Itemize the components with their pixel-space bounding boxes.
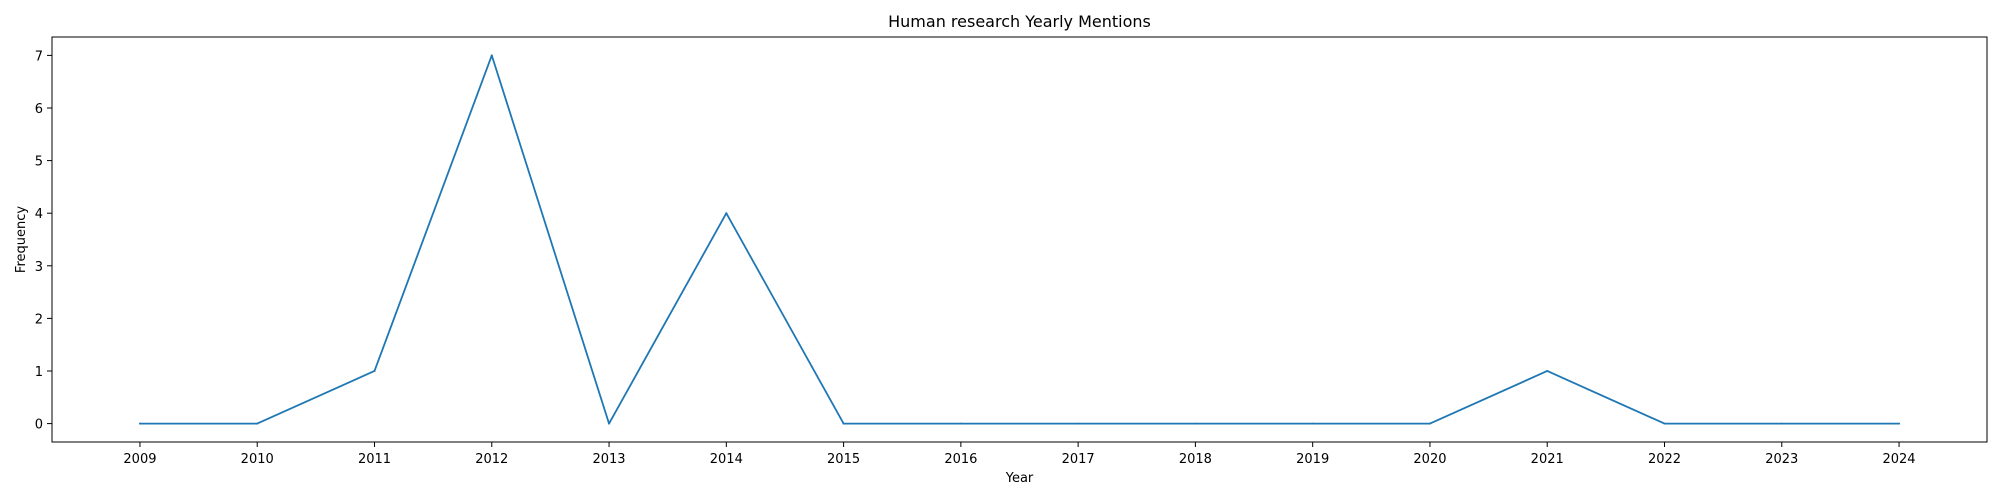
data-point	[1546, 369, 1549, 372]
y-tick-label: 2	[35, 312, 43, 327]
y-tick-label: 1	[35, 365, 43, 380]
x-tick-label: 2011	[358, 452, 391, 467]
data-point	[1194, 422, 1197, 425]
x-tick-label: 2012	[475, 452, 508, 467]
y-tick-label: 3	[35, 260, 43, 275]
x-tick-label: 2021	[1531, 452, 1564, 467]
x-tick-label: 2018	[1179, 452, 1212, 467]
y-tick-label: 5	[35, 155, 43, 170]
x-tick-label: 2023	[1765, 452, 1798, 467]
y-axis-ticks: 0 1 2 3 4 5 6 7	[35, 49, 52, 433]
x-tick-label: 2019	[1296, 452, 1329, 467]
x-tick-label: 2009	[123, 452, 156, 467]
x-tick-label: 2017	[1062, 452, 1095, 467]
x-tick-label: 2010	[241, 452, 274, 467]
y-axis-title: Frequency	[14, 206, 29, 273]
data-point	[373, 369, 376, 372]
data-point	[1428, 422, 1431, 425]
y-tick-label: 0	[35, 418, 43, 433]
data-point	[608, 422, 611, 425]
y-tick-label: 4	[35, 207, 43, 222]
x-tick-label: 2020	[1413, 452, 1446, 467]
data-point	[725, 212, 728, 215]
data-point	[842, 422, 845, 425]
chart-title: Human research Yearly Mentions	[888, 12, 1151, 31]
x-tick-label: 2022	[1648, 452, 1681, 467]
data-point	[256, 422, 259, 425]
y-tick-label: 7	[35, 49, 43, 64]
x-tick-label: 2015	[827, 452, 860, 467]
data-point	[1780, 422, 1783, 425]
data-point	[1898, 422, 1901, 425]
x-tick-label: 2016	[944, 452, 977, 467]
plot-frame	[51, 36, 1988, 443]
x-tick-label: 2024	[1882, 452, 1915, 467]
data-point	[490, 54, 493, 57]
series-line	[139, 54, 1900, 425]
x-tick-label: 2013	[592, 452, 625, 467]
data-point	[138, 422, 141, 425]
x-tick-label: 2014	[710, 452, 743, 467]
y-tick-label: 6	[35, 102, 43, 117]
data-point	[1077, 422, 1080, 425]
series-layer	[138, 54, 1901, 425]
x-axis-ticks: 2009 2010 2011 2012 2013 2014 2015 2016 2017 2018…	[123, 442, 1916, 467]
data-point	[1311, 422, 1314, 425]
x-axis-title: Year	[1005, 471, 1034, 486]
data-point	[959, 422, 962, 425]
data-point	[1663, 422, 1666, 425]
